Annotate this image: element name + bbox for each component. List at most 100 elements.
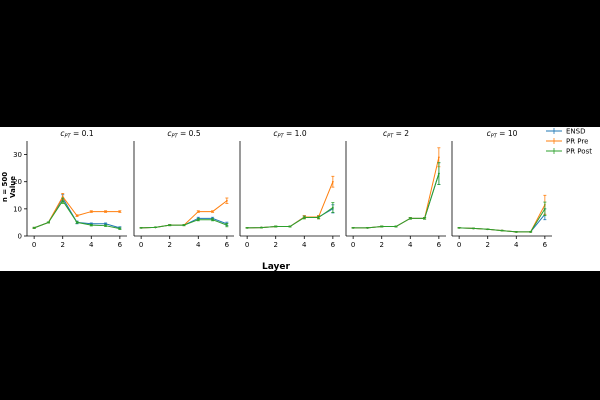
legend-label: ENSD bbox=[566, 128, 586, 136]
panel-2: cPT = 0.5 0 2 4 6 bbox=[133, 129, 234, 249]
panel-title-symbol: c bbox=[60, 129, 65, 138]
series-pr-pre bbox=[351, 147, 441, 229]
data-point bbox=[61, 199, 64, 202]
legend: ENSD PR Pre PR Post bbox=[546, 128, 592, 156]
y-tick-label: 30 bbox=[13, 151, 22, 159]
panel-title: cPT = 0.1 bbox=[60, 129, 93, 140]
x-tick-label: 6 bbox=[225, 241, 230, 249]
panel-title-value: = 2 bbox=[393, 129, 409, 138]
panel-title-value: = 0.5 bbox=[178, 129, 201, 138]
series-pr-post bbox=[245, 202, 335, 229]
data-point bbox=[154, 226, 157, 229]
x-tick-label: 2 bbox=[167, 241, 171, 249]
series-pr-post bbox=[457, 201, 547, 233]
x-tick-label: 6 bbox=[331, 241, 336, 249]
legend-item: PR Post bbox=[546, 148, 592, 156]
data-point bbox=[104, 210, 107, 213]
data-point bbox=[317, 216, 320, 219]
data-point bbox=[225, 199, 228, 202]
data-point bbox=[246, 226, 249, 229]
data-point bbox=[183, 224, 185, 227]
data-point bbox=[118, 227, 121, 230]
data-point bbox=[437, 172, 440, 175]
data-point bbox=[331, 206, 334, 209]
data-point bbox=[501, 229, 503, 232]
data-point bbox=[380, 225, 383, 228]
series-pr-post bbox=[32, 197, 122, 230]
series-line-pr-post bbox=[247, 207, 334, 229]
panel-title-symbol: c bbox=[167, 129, 172, 138]
x-tick-label: 4 bbox=[514, 241, 519, 249]
data-point bbox=[458, 226, 461, 229]
panel-title-subscript: PT bbox=[65, 134, 72, 140]
panel-title: cPT = 10 bbox=[487, 129, 518, 140]
data-point bbox=[104, 224, 107, 227]
y-axis-label: Value bbox=[9, 176, 17, 198]
panel-title-value: = 0.1 bbox=[71, 129, 94, 138]
series-ensd bbox=[457, 208, 547, 233]
data-point bbox=[543, 207, 546, 210]
y-tick-label: 10 bbox=[13, 205, 22, 213]
data-point bbox=[529, 231, 532, 233]
data-point bbox=[168, 224, 171, 227]
data-point bbox=[331, 180, 334, 183]
data-point bbox=[197, 210, 200, 213]
data-point bbox=[515, 231, 518, 233]
x-tick-label: 4 bbox=[302, 241, 307, 249]
row-label-group: n = 500 Value bbox=[1, 172, 17, 202]
data-point bbox=[90, 224, 93, 227]
data-point bbox=[76, 221, 78, 224]
x-tick-label: 4 bbox=[196, 241, 201, 249]
x-tick-label: 4 bbox=[89, 241, 94, 249]
data-point bbox=[225, 224, 228, 227]
x-tick-label: 2 bbox=[379, 241, 383, 249]
panel-1: cPT = 0.1 0 2 4 6 0 10 20 30 bbox=[13, 129, 127, 249]
x-tick-label: 0 bbox=[351, 241, 355, 249]
series-pr-pre bbox=[245, 175, 335, 229]
x-tick-label: 0 bbox=[245, 241, 249, 249]
data-point bbox=[140, 226, 143, 229]
data-point bbox=[472, 227, 475, 230]
x-tick-label: 2 bbox=[485, 241, 489, 249]
series-line-pr-pre bbox=[247, 181, 334, 229]
series-ensd bbox=[351, 162, 441, 229]
x-tick-label: 2 bbox=[273, 241, 277, 249]
x-tick-label: 0 bbox=[457, 241, 461, 249]
y-tick-label: 20 bbox=[13, 178, 22, 186]
data-point bbox=[211, 210, 214, 213]
data-point bbox=[486, 228, 489, 231]
series-line-pr-pre bbox=[141, 200, 228, 229]
data-point bbox=[76, 214, 78, 217]
panel-title-value: = 10 bbox=[497, 129, 518, 138]
panel-title-subscript: PT bbox=[491, 134, 498, 140]
x-tick-label: 4 bbox=[408, 241, 413, 249]
data-point bbox=[395, 225, 397, 228]
panel-title-subscript: PT bbox=[387, 134, 394, 140]
data-point bbox=[352, 226, 355, 229]
panel-title: cPT = 1.0 bbox=[273, 129, 306, 140]
x-tick-label: 2 bbox=[60, 241, 64, 249]
panel-title: cPT = 0.5 bbox=[167, 129, 200, 140]
data-point bbox=[289, 225, 291, 228]
series-ensd bbox=[245, 204, 335, 229]
x-tick-label: 6 bbox=[543, 241, 548, 249]
y-tick-label: 0 bbox=[18, 233, 22, 241]
legend-item: ENSD bbox=[546, 128, 586, 136]
panel-title-subscript: PT bbox=[172, 134, 179, 140]
data-point bbox=[33, 226, 36, 229]
x-axis-label: Layer bbox=[262, 262, 291, 271]
panel-title-value: = 1.0 bbox=[284, 129, 307, 138]
legend-item: PR Pre bbox=[546, 138, 588, 146]
data-point bbox=[90, 210, 93, 213]
data-point bbox=[409, 217, 412, 220]
series-line-pr-post bbox=[353, 173, 440, 229]
data-point bbox=[197, 218, 200, 221]
series-pr-pre bbox=[139, 197, 229, 229]
data-point bbox=[437, 156, 440, 159]
data-point bbox=[61, 195, 64, 198]
data-point bbox=[366, 226, 369, 229]
panel-5: cPT = 10 0 2 4 6 bbox=[451, 129, 552, 249]
x-tick-label: 0 bbox=[32, 241, 36, 249]
data-point bbox=[260, 226, 263, 229]
